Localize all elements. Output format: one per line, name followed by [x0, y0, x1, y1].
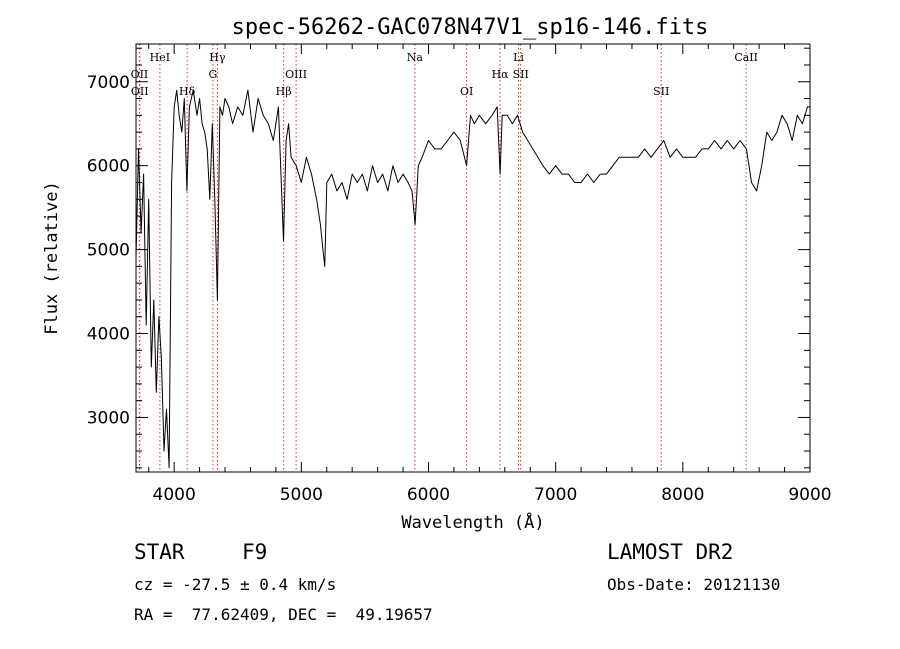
line-label-8: Na	[407, 51, 424, 64]
object-class: STAR	[134, 540, 185, 564]
x-tick-label-4: 8000	[661, 485, 704, 505]
coordinates: RA = 77.62409, DEC = 49.19657	[134, 605, 433, 624]
object-subclass: F9	[242, 540, 268, 564]
spectrum-line	[135, 89, 810, 469]
line-label-5: Hγ	[209, 51, 226, 64]
line-label-14: CaII	[734, 51, 758, 64]
x-tick-label-5: 9000	[788, 485, 831, 505]
observation-date: Obs-Date: 20121130	[607, 575, 781, 594]
y-tick-label-3: 6000	[87, 157, 130, 177]
x-axis: 4000 5000 6000 7000 8000 9000	[148, 44, 832, 505]
line-label-7: OIII	[285, 68, 307, 81]
chart-title: spec-56262-GAC078N47V1_sp16-146.fits	[232, 15, 709, 40]
line-label-10: Hα	[492, 68, 510, 81]
y-tick-label-2: 5000	[87, 241, 130, 261]
line-label-6: Hβ	[276, 85, 292, 98]
line-label-12: SII	[513, 68, 529, 81]
line-label-2: HeI	[150, 51, 170, 64]
x-tick-label-1: 5000	[280, 485, 323, 505]
line-label-1: OII	[131, 85, 149, 98]
line-label-0: OII	[131, 68, 149, 81]
line-label-9: OI	[460, 85, 473, 98]
y-axis-label: Flux (relative)	[42, 181, 62, 335]
x-tick-label-0: 4000	[153, 485, 196, 505]
line-label-13: SII	[653, 85, 669, 98]
plot-frame	[135, 43, 811, 473]
redshift-velocity: cz = -27.5 ± 0.4 km/s	[134, 575, 337, 594]
x-axis-label: Wavelength (Å)	[401, 511, 544, 533]
line-label-4: G	[209, 68, 218, 81]
survey-name: LAMOST DR2	[607, 540, 734, 564]
x-tick-label-2: 6000	[407, 485, 450, 505]
x-tick-label-3: 7000	[534, 485, 577, 505]
spectrum-series	[135, 89, 810, 469]
y-tick-label-4: 7000	[87, 73, 130, 93]
y-axis: 3000 4000 5000 6000 7000	[87, 47, 810, 469]
line-label-3: Hδ	[179, 85, 196, 98]
y-tick-label-0: 3000	[87, 408, 130, 428]
y-tick-label-1: 4000	[87, 325, 130, 345]
line-label-11: Li	[513, 51, 524, 64]
